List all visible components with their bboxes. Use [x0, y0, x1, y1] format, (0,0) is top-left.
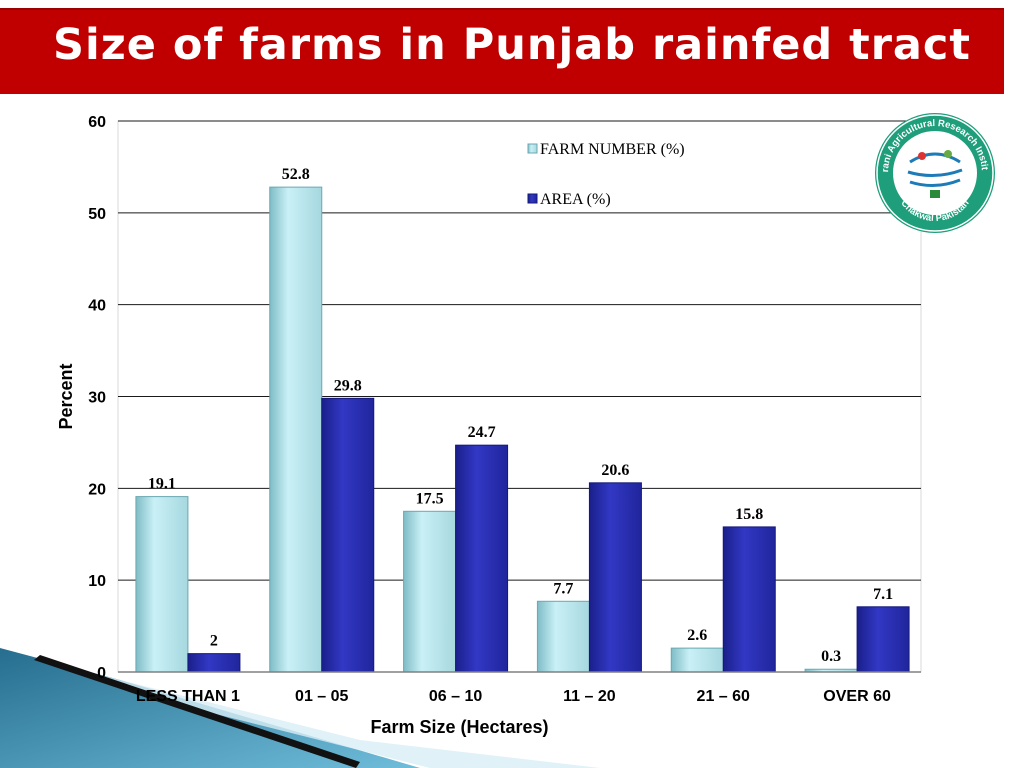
y-tick-label: 20 — [88, 481, 106, 498]
x-tick-label: 01 – 05 — [295, 688, 348, 705]
bar-area — [455, 444, 509, 673]
title-bar — [0, 8, 1004, 94]
slide-title: Size of farms in Punjab rainfed tract — [53, 20, 971, 70]
y-tick-label: 0 — [97, 665, 106, 682]
data-label: 2 — [210, 633, 218, 650]
corner-swoosh-line — [34, 655, 360, 768]
data-label: 7.7 — [553, 580, 573, 597]
legend-label: AREA (%) — [540, 191, 611, 208]
y-tick-label: 30 — [88, 390, 106, 407]
legend-swatch — [527, 143, 538, 154]
bar-farm-number — [135, 496, 189, 673]
institute-logo: Barani Agricultural Research Institute C… — [872, 110, 995, 233]
y-tick-label: 60 — [88, 114, 106, 131]
bar-farm-number — [403, 510, 457, 673]
bar-farm-number — [670, 647, 724, 673]
data-label: 24.7 — [468, 424, 496, 441]
bar-farm-number — [269, 186, 323, 673]
data-label: 15.8 — [735, 506, 763, 523]
x-tick-label: 06 – 10 — [429, 688, 482, 705]
data-label: 19.1 — [148, 476, 176, 493]
legend-label: FARM NUMBER (%) — [540, 141, 685, 158]
y-tick-label: 10 — [88, 573, 106, 590]
bar-farm-number — [536, 600, 590, 673]
data-label: 20.6 — [601, 462, 629, 479]
data-label: 52.8 — [282, 166, 310, 183]
y-axis-title: Percent — [56, 363, 76, 429]
bar-area — [856, 606, 910, 673]
x-tick-label: LESS THAN 1 — [136, 688, 240, 705]
data-label: 29.8 — [334, 377, 362, 394]
bar-area — [321, 397, 375, 673]
data-label: 0.3 — [821, 648, 841, 665]
bar-area — [722, 526, 776, 673]
data-label: 17.5 — [416, 490, 444, 507]
legend-swatch — [527, 193, 538, 204]
y-tick-label: 40 — [88, 298, 106, 315]
x-axis-title: Farm Size (Hectares) — [370, 717, 548, 737]
logo-emblem — [907, 150, 963, 198]
bar-area — [588, 482, 642, 673]
data-label: 7.1 — [873, 586, 893, 603]
x-tick-label: 11 – 20 — [563, 688, 616, 705]
x-tick-label: 21 – 60 — [697, 688, 750, 705]
x-tick-label: OVER 60 — [823, 688, 891, 705]
y-tick-label: 50 — [88, 206, 106, 223]
data-label: 2.6 — [687, 627, 707, 644]
bar-area — [187, 653, 241, 673]
